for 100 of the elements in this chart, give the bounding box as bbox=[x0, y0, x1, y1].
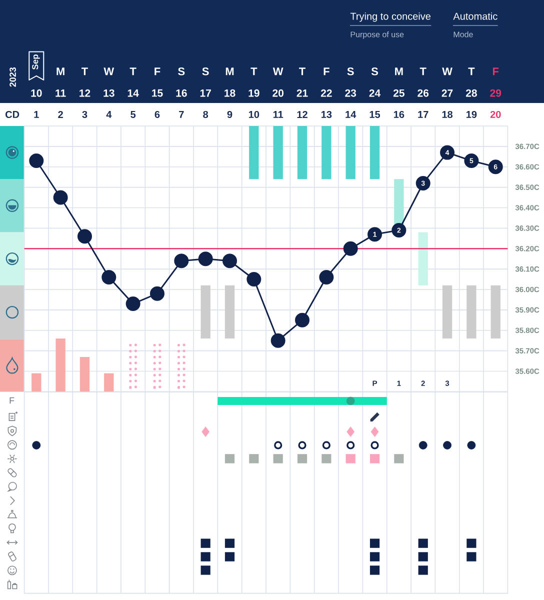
x-tick-label: 4 bbox=[106, 111, 112, 118]
point bbox=[346, 396, 355, 406]
x-tick-label: 6 bbox=[154, 110, 160, 118]
bar bbox=[224, 285, 235, 339]
x-tick-label: 7 bbox=[179, 111, 184, 118]
x-tick-label: 14 bbox=[346, 111, 356, 118]
bar bbox=[297, 126, 308, 180]
text: F bbox=[324, 68, 330, 76]
point bbox=[224, 454, 235, 464]
text: F bbox=[154, 68, 160, 76]
point bbox=[443, 441, 452, 450]
point bbox=[200, 566, 210, 575]
bar bbox=[466, 285, 476, 339]
point bbox=[270, 333, 286, 348]
point bbox=[368, 227, 382, 242]
point bbox=[32, 441, 41, 450]
point bbox=[370, 426, 379, 437]
text: Trying to conceive bbox=[350, 12, 431, 22]
bar bbox=[56, 338, 66, 392]
bar bbox=[273, 126, 283, 180]
text: S bbox=[371, 67, 378, 76]
bar bbox=[249, 126, 259, 180]
point bbox=[370, 441, 379, 450]
point bbox=[150, 286, 164, 301]
point bbox=[466, 552, 476, 562]
point bbox=[202, 426, 210, 437]
point bbox=[102, 270, 116, 284]
point bbox=[392, 222, 406, 238]
point bbox=[77, 229, 92, 244]
point bbox=[298, 441, 306, 450]
point bbox=[370, 566, 380, 575]
point bbox=[322, 441, 330, 450]
text: T bbox=[420, 68, 426, 76]
point bbox=[418, 441, 428, 450]
text: S bbox=[178, 67, 185, 76]
point bbox=[370, 454, 380, 464]
point bbox=[370, 552, 380, 562]
x-tick-label: 9 bbox=[227, 110, 232, 118]
x-tick-label: 10 bbox=[248, 110, 260, 118]
point bbox=[224, 552, 235, 562]
text: T bbox=[81, 68, 88, 76]
x2-tick-label: 13 bbox=[104, 89, 114, 97]
point bbox=[343, 241, 358, 256]
point bbox=[200, 538, 210, 548]
x2-tick-label: 19 bbox=[248, 89, 260, 97]
point bbox=[200, 552, 210, 562]
text: M bbox=[226, 68, 234, 76]
point bbox=[466, 538, 476, 548]
text: W bbox=[272, 68, 284, 76]
point bbox=[224, 538, 235, 548]
x-tick-label: 1 bbox=[34, 111, 39, 118]
point bbox=[464, 153, 479, 168]
x-tick-label: 8 bbox=[203, 110, 208, 118]
x2-tick-label: 18 bbox=[224, 89, 236, 97]
x2-tick-label: 24 bbox=[369, 89, 381, 97]
x2-tick-label: 12 bbox=[80, 89, 90, 97]
bar bbox=[129, 343, 138, 389]
text: M bbox=[395, 68, 403, 76]
x-tick-label: 5 bbox=[130, 111, 136, 118]
x2-tick-label: 22 bbox=[320, 89, 332, 97]
x-tick-label: 20 bbox=[490, 110, 501, 118]
x2-tick-label: 16 bbox=[176, 89, 187, 97]
text: Mode bbox=[454, 31, 473, 38]
x-tick-label: 2 bbox=[58, 111, 63, 118]
x2-tick-label: 28 bbox=[466, 89, 477, 97]
point bbox=[416, 176, 430, 190]
x2-tick-label: 14 bbox=[128, 89, 139, 97]
point bbox=[346, 454, 356, 464]
x-tick-label: 3 bbox=[82, 110, 88, 118]
text: S bbox=[202, 67, 209, 76]
x2-tick-label: 29 bbox=[490, 89, 502, 97]
x-tick-label: 12 bbox=[297, 111, 308, 118]
x2-axis-title: 2023 bbox=[10, 67, 16, 87]
point bbox=[246, 272, 262, 287]
text: W bbox=[104, 68, 114, 76]
bar bbox=[418, 232, 428, 286]
point bbox=[249, 454, 259, 464]
point bbox=[53, 190, 68, 205]
x2-tick-label: 25 bbox=[393, 89, 404, 97]
text: Sep bbox=[32, 54, 40, 70]
x-tick-label: 15 bbox=[370, 111, 380, 118]
x-axis-title: CD bbox=[6, 110, 20, 118]
point bbox=[297, 454, 308, 464]
text: T bbox=[250, 68, 258, 76]
bar bbox=[32, 373, 42, 392]
text: M bbox=[56, 68, 64, 76]
point bbox=[274, 441, 282, 450]
bar bbox=[370, 126, 380, 180]
text: F bbox=[10, 397, 14, 404]
x2-tick-label: 26 bbox=[418, 89, 429, 97]
point bbox=[394, 454, 404, 464]
x2-tick-label: 17 bbox=[200, 89, 211, 97]
bar bbox=[153, 343, 162, 389]
x2-tick-label: 23 bbox=[345, 89, 356, 97]
text: F bbox=[492, 68, 499, 76]
text: Purpose of use bbox=[350, 31, 404, 39]
text: S bbox=[347, 67, 354, 76]
bar bbox=[346, 126, 356, 180]
point bbox=[418, 566, 428, 575]
point bbox=[126, 296, 140, 312]
